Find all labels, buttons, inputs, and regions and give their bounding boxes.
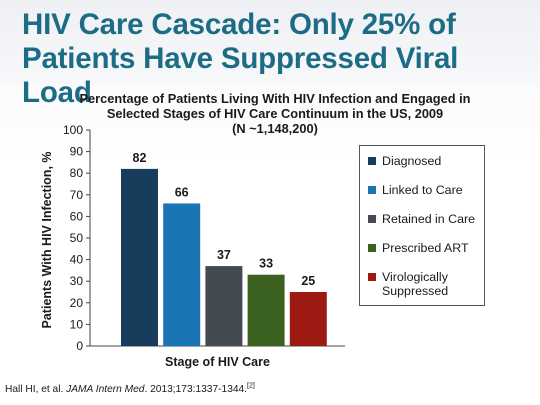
bar-diagnosed (121, 168, 158, 346)
data-label: 66 (175, 185, 189, 199)
slide-title-line-2: Patients Have Suppressed Viral Load (22, 42, 459, 109)
y-axis-title: Patients With HIV Infection, % (40, 152, 54, 329)
chart-title: Percentage of Patients Living With HIV I… (40, 91, 510, 136)
y-tick-label: 10 (70, 317, 84, 331)
chart-title-line-2: Selected Stages of HIV Care Continuum in… (106, 106, 444, 121)
legend-swatch-retained-in-care (368, 215, 376, 223)
chart-title-line-3: (N ~1,148,200) (232, 121, 318, 136)
legend-swatch-linked-to-care (368, 186, 376, 194)
legend-label-linked-to-care: Linked to Care (382, 183, 463, 197)
legend-label-virologically-suppressed: Virologically Suppressed (382, 270, 449, 298)
bar-retained-in-care (205, 266, 243, 346)
y-tick-label: 40 (70, 253, 84, 267)
citation-authors: Hall HI, et al. (5, 384, 67, 395)
slide-title-line-1: HIV Care Cascade: Only 25% of (22, 8, 456, 41)
legend-swatch-virologically-suppressed (368, 273, 376, 281)
x-axis-title: Stage of HIV Care (165, 355, 270, 369)
legend-swatch-diagnosed (368, 157, 376, 165)
y-tick-label: 90 (70, 145, 84, 159)
chart-title-line-1: Percentage of Patients Living With HIV I… (79, 91, 471, 106)
legend-label-diagnosed: Diagnosed (382, 154, 442, 168)
title-band (0, 0, 540, 84)
y-tick-label: 0 (76, 339, 83, 353)
slide-title: HIV Care Cascade: Only 25% of Patients H… (22, 8, 532, 110)
bar-virologically-suppressed (289, 292, 327, 346)
y-tick-label: 50 (70, 231, 84, 245)
data-label: 37 (217, 248, 231, 262)
citation-details: . 2013;173:1337-1344. (144, 384, 248, 395)
y-tick-label: 80 (70, 166, 84, 180)
citation-journal: JAMA Intern Med (66, 384, 145, 395)
y-tick-label: 20 (70, 296, 84, 310)
bar-linked-to-care (163, 203, 201, 346)
data-label: 33 (259, 257, 273, 271)
legend-label-retained-in-care: Retained in Care (382, 212, 475, 226)
y-tick-label: 30 (70, 274, 84, 288)
legend-label-prescribed-art: Prescribed ART (382, 241, 469, 255)
legend-swatch-prescribed-art (368, 244, 376, 252)
data-label: 82 (133, 151, 147, 165)
y-tick-label: 100 (63, 123, 83, 137)
data-label: 25 (301, 274, 315, 288)
citation-reference: [2] (247, 382, 255, 390)
citation: Hall HI, et al. JAMA Intern Med. 2013;17… (5, 382, 255, 395)
chart-legend: Diagnosed Linked to Care Retained in Car… (359, 145, 485, 306)
bar-prescribed-art (247, 274, 285, 346)
y-tick-label: 70 (70, 188, 84, 202)
y-tick-label: 60 (70, 209, 84, 223)
